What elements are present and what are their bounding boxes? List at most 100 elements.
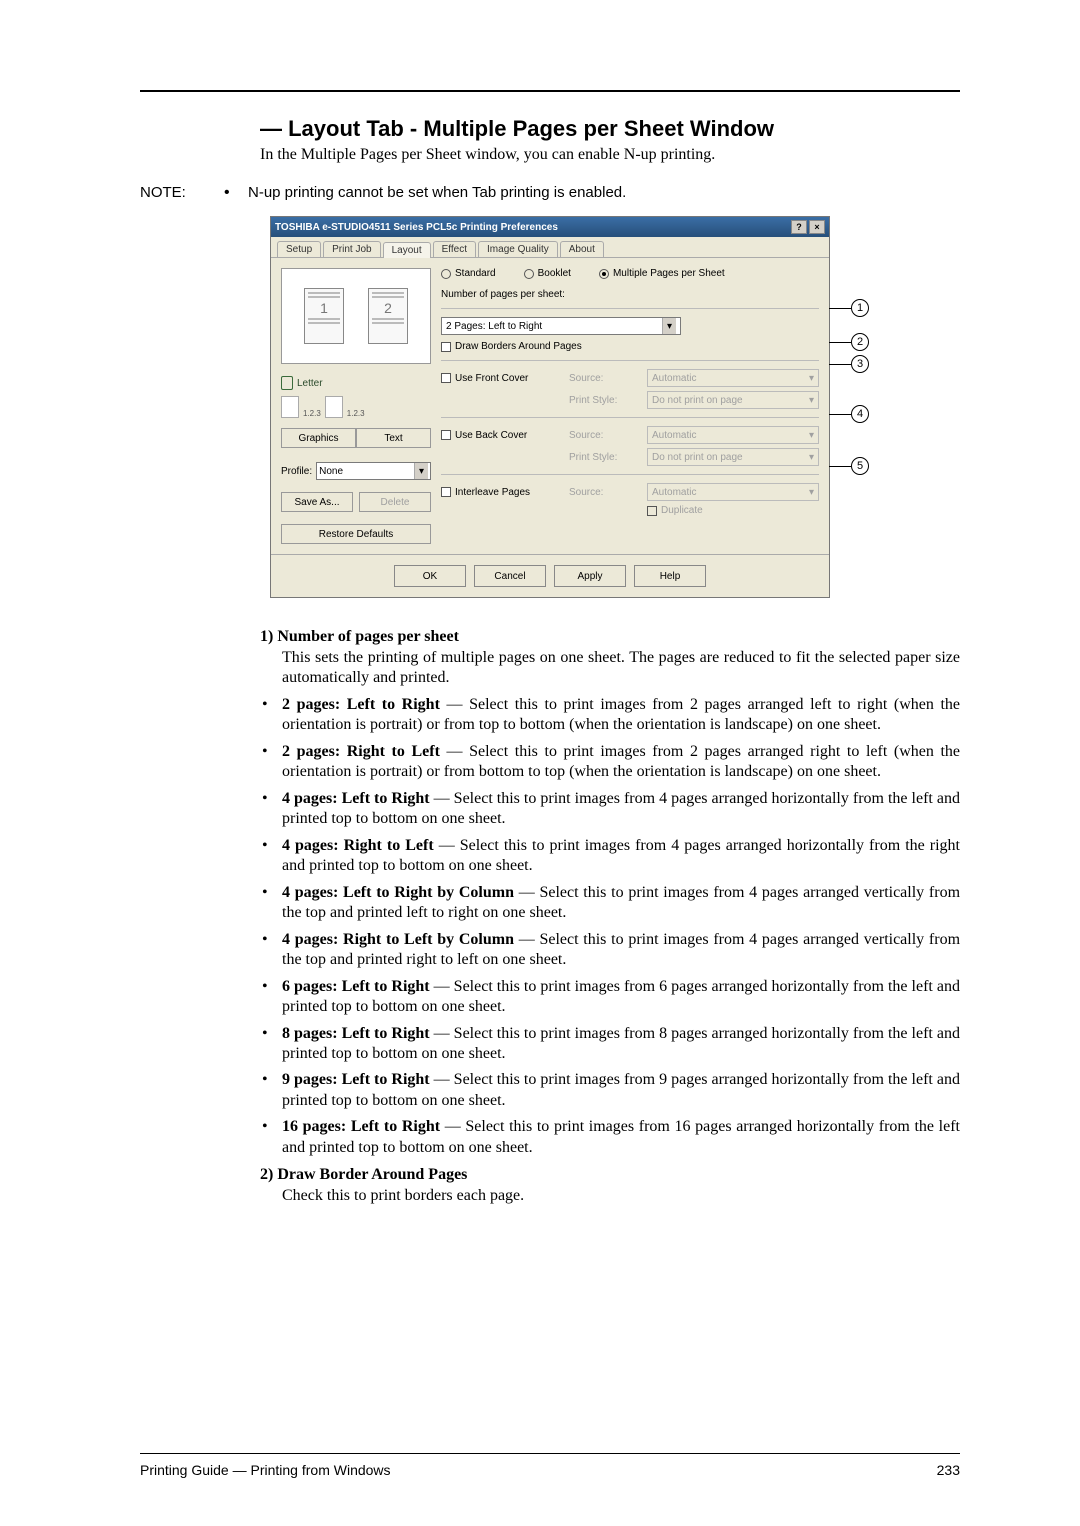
checkbox-icon <box>441 430 451 440</box>
thumb-label-1: 1.2.3 <box>303 409 321 418</box>
list-item: 8 pages: Left to Right — Select this to … <box>282 1024 960 1065</box>
item-2-body: Check this to print borders each page. <box>260 1186 960 1206</box>
profile-row: Profile: None ▾ <box>281 462 431 480</box>
section-heading: — Layout Tab - Multiple Pages per Sheet … <box>260 116 960 142</box>
profile-dropdown[interactable]: None ▾ <box>316 462 431 480</box>
back-cover-checkbox[interactable]: Use Back Cover <box>441 430 561 441</box>
list-item: 2 pages: Right to Left — Select this to … <box>282 742 960 783</box>
layout-preview: 1 2 <box>281 268 431 364</box>
item-1-head: 1) Number of pages per sheet <box>260 628 960 646</box>
print-style-label: Print Style: <box>569 452 639 463</box>
right-pane: Standard Booklet Multiple Pages per Shee… <box>441 268 819 544</box>
radio-booklet-label: Booklet <box>538 268 571 279</box>
ok-button[interactable]: OK <box>394 565 466 587</box>
footer-left: Printing Guide — Printing from Windows <box>140 1462 391 1478</box>
paper-size-label: Letter <box>297 378 323 389</box>
dialog-footer: OK Cancel Apply Help <box>271 554 829 597</box>
tab-setup[interactable]: Setup <box>277 241 321 257</box>
save-as-button[interactable]: Save As... <box>281 492 353 512</box>
note-label: NOTE: <box>140 184 224 201</box>
profile-label: Profile: <box>281 466 312 477</box>
list-item: 4 pages: Left to Right — Select this to … <box>282 789 960 830</box>
item-2-head: 2) Draw Border Around Pages <box>260 1166 960 1184</box>
left-pane: 1 2 Letter <box>281 268 431 544</box>
apply-button[interactable]: Apply <box>554 565 626 587</box>
tab-imagequality[interactable]: Image Quality <box>478 241 558 257</box>
front-cover-label: Use Front Cover <box>455 373 528 384</box>
radio-multiple-label: Multiple Pages per Sheet <box>613 268 725 279</box>
draw-borders-label: Draw Borders Around Pages <box>455 341 582 352</box>
tabstrip: Setup Print Job Layout Effect Image Qual… <box>271 237 829 257</box>
tab-about[interactable]: About <box>560 241 604 257</box>
page-footer: Printing Guide — Printing from Windows 2… <box>140 1453 960 1478</box>
tab-layout[interactable]: Layout <box>383 242 431 258</box>
titlebar-close-button[interactable]: × <box>809 220 825 234</box>
dialog-title: TOSHIBA e-STUDIO4511 Series PCL5c Printi… <box>275 222 789 233</box>
interleave-checkbox[interactable]: Interleave Pages <box>441 487 561 498</box>
chevron-down-icon: ▾ <box>662 318 676 334</box>
num-pages-value: 2 Pages: Left to Right <box>446 321 542 332</box>
list-item: 9 pages: Left to Right — Select this to … <box>282 1070 960 1111</box>
profile-value: None <box>319 466 343 477</box>
callouts: 1 2 3 4 5 <box>829 245 869 505</box>
list-item: 2 pages: Left to Right — Select this to … <box>282 695 960 736</box>
preview-mode-text[interactable]: Text <box>356 428 431 448</box>
tab-effect[interactable]: Effect <box>433 241 476 257</box>
chevron-down-icon: ▾ <box>809 452 814 463</box>
body-content: 1) Number of pages per sheet This sets t… <box>260 628 960 1207</box>
top-rule <box>140 90 960 92</box>
restore-defaults-button[interactable]: Restore Defaults <box>281 524 431 544</box>
delete-button[interactable]: Delete <box>359 492 431 512</box>
front-cover-checkbox[interactable]: Use Front Cover <box>441 373 561 384</box>
num-pages-label: Number of pages per sheet: <box>441 289 819 300</box>
duplicate-checkbox: Duplicate <box>647 505 819 516</box>
screenshot-wrap: TOSHIBA e-STUDIO4511 Series PCL5c Printi… <box>140 216 960 598</box>
profile-buttons: Save As... Delete <box>281 492 431 512</box>
thumb-2 <box>325 396 343 418</box>
callout-2: 2 <box>829 333 869 351</box>
source-label: Source: <box>569 487 639 498</box>
num-pages-dropdown[interactable]: 2 Pages: Left to Right ▾ <box>441 317 681 335</box>
callout-4: 4 <box>829 405 869 423</box>
interleave-label: Interleave Pages <box>455 487 530 498</box>
radio-standard[interactable]: Standard <box>441 268 496 279</box>
checkbox-icon <box>441 373 451 383</box>
source-label: Source: <box>569 430 639 441</box>
source-label: Source: <box>569 373 639 384</box>
tab-printjob[interactable]: Print Job <box>323 241 380 257</box>
back-cover-printstyle-dropdown: Do not print on page▾ <box>647 448 819 466</box>
draw-borders-checkbox[interactable]: Draw Borders Around Pages <box>441 341 819 352</box>
print-style-label: Print Style: <box>569 395 639 406</box>
chevron-down-icon: ▾ <box>809 487 814 498</box>
intro-text: In the Multiple Pages per Sheet window, … <box>260 146 960 164</box>
radio-multiple-pages[interactable]: Multiple Pages per Sheet <box>599 268 725 279</box>
list-item: 4 pages: Left to Right by Column — Selec… <box>282 883 960 924</box>
bullet-icon: • <box>224 184 248 202</box>
footer-page-number: 233 <box>937 1462 960 1478</box>
titlebar-help-button[interactable]: ? <box>791 220 807 234</box>
thumb-1 <box>281 396 299 418</box>
dialog-body: 1 2 Letter <box>271 257 829 554</box>
chevron-down-icon: ▾ <box>809 395 814 406</box>
list-item: 4 pages: Right to Left — Select this to … <box>282 836 960 877</box>
thumb-label-2: 1.2.3 <box>347 409 365 418</box>
titlebar: TOSHIBA e-STUDIO4511 Series PCL5c Printi… <box>271 217 829 237</box>
callout-1: 1 <box>829 299 869 317</box>
list-item: 4 pages: Right to Left by Column — Selec… <box>282 930 960 971</box>
cancel-button[interactable]: Cancel <box>474 565 546 587</box>
list-item: 6 pages: Left to Right — Select this to … <box>282 977 960 1018</box>
printing-preferences-dialog: TOSHIBA e-STUDIO4511 Series PCL5c Printi… <box>270 216 830 598</box>
radio-booklet[interactable]: Booklet <box>524 268 571 279</box>
preview-page-1: 1 <box>304 288 344 344</box>
help-button[interactable]: Help <box>634 565 706 587</box>
preview-mode-graphics[interactable]: Graphics <box>281 428 356 448</box>
front-cover-printstyle-dropdown: Do not print on page▾ <box>647 391 819 409</box>
duplicate-label: Duplicate <box>661 505 703 516</box>
callout-3: 3 <box>829 355 869 373</box>
preview-page-2: 2 <box>368 288 408 344</box>
chevron-down-icon: ▾ <box>809 373 814 384</box>
layout-mode-radios: Standard Booklet Multiple Pages per Shee… <box>441 268 819 279</box>
front-cover-group: Use Front Cover Source: Automatic▾ Print… <box>441 369 819 409</box>
preview-mode-segment: Graphics Text <box>281 428 431 448</box>
callout-5: 5 <box>829 457 869 475</box>
